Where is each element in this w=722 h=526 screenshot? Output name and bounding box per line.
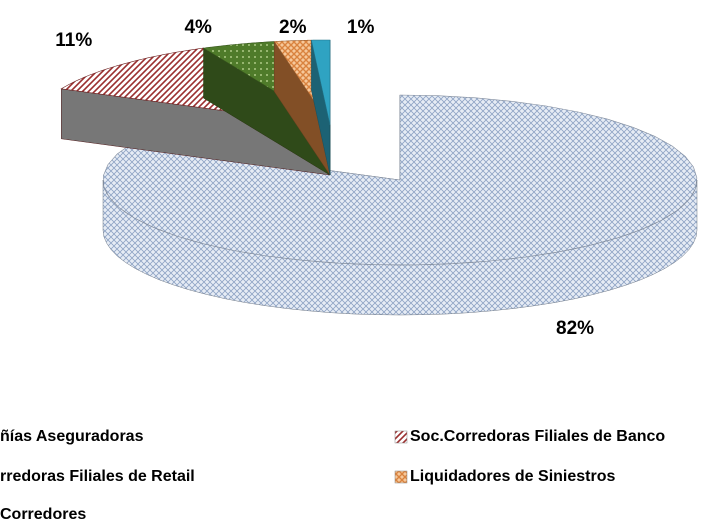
legend-swatch xyxy=(394,470,408,484)
legend-label: rredoras Filiales de Retail xyxy=(0,468,195,485)
data-label: 2% xyxy=(279,17,307,38)
legend-label: Soc.Corredoras Filiales de Banco xyxy=(410,428,665,445)
legend-swatch xyxy=(394,430,408,444)
pie-slice xyxy=(103,94,698,266)
legend-label: Liquidadores de Siniestros xyxy=(410,468,615,485)
pie-slice xyxy=(311,39,331,126)
data-label: 4% xyxy=(184,17,212,38)
legend-label: Corredores xyxy=(0,506,86,523)
legend-label: ñías Aseguradoras xyxy=(0,428,144,445)
data-label: 1% xyxy=(347,17,375,38)
data-label: 82% xyxy=(556,318,594,339)
data-label: 11% xyxy=(55,30,92,51)
